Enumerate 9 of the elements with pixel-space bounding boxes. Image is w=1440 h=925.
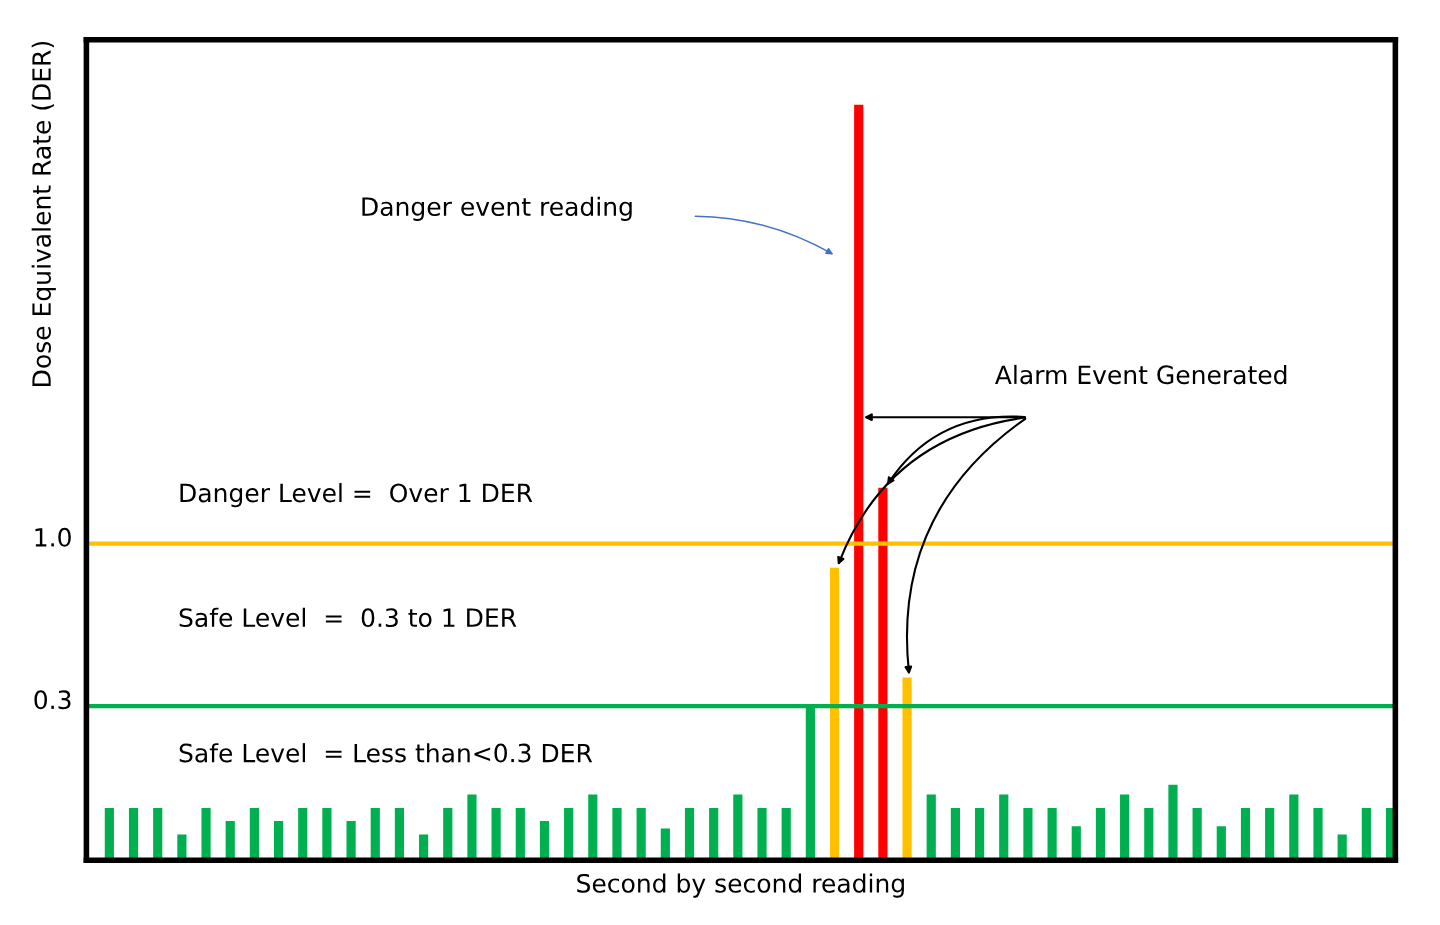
y-axis-title: Dose Equivalent Rate (DER) bbox=[31, 41, 56, 386]
x-axis-title: Second by second reading bbox=[577, 873, 904, 898]
annotation: Danger event reading bbox=[362, 196, 632, 221]
annotation: Safe Level = Less than<0.3 DER bbox=[179, 743, 593, 763]
annotation: Safe Level = 0.3 to 1 DER bbox=[179, 607, 517, 628]
annotation: Danger Level = Over 1 DER bbox=[180, 483, 533, 508]
text: 1.0 bbox=[35, 527, 71, 547]
text: 0.3 bbox=[34, 690, 71, 710]
annotation: Alarm Event Generated bbox=[995, 364, 1287, 385]
